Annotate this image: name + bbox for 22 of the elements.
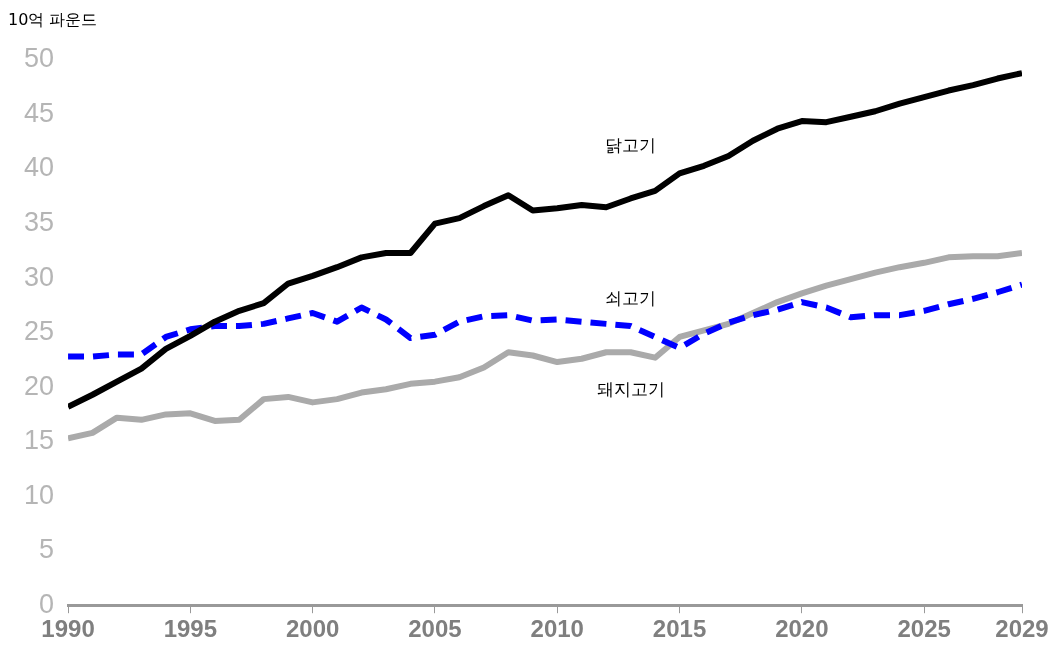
y-tick-label: 50 [23, 43, 55, 74]
y-axis-title: 10억 파운드 [8, 10, 98, 31]
series-label: 닭고기 [605, 134, 657, 155]
y-tick-label: 25 [23, 316, 55, 347]
series-label: 쇠고기 [605, 288, 657, 309]
series-label: 돼지고기 [596, 378, 665, 399]
x-tick-label: 2000 [285, 615, 340, 643]
x-tick-label: 2010 [530, 615, 584, 643]
x-tick-label: 2029 [995, 615, 1049, 643]
x-tick-label: 2015 [652, 615, 707, 643]
y-tick-label: 35 [23, 207, 55, 238]
x-tick-label: 2025 [897, 615, 951, 643]
x-tick-label: 2005 [408, 615, 462, 643]
y-tick-label: 45 [23, 97, 55, 128]
x-tick-label: 1995 [163, 615, 218, 643]
y-tick-label: 20 [23, 370, 55, 401]
y-tick-label: 10 [23, 479, 55, 510]
y-tick-label: 5 [39, 534, 55, 565]
y-tick-label: 40 [23, 152, 55, 183]
y-tick-label: 15 [23, 425, 55, 456]
y-tick-label: 30 [23, 261, 55, 292]
x-tick-label: 2020 [775, 615, 829, 643]
